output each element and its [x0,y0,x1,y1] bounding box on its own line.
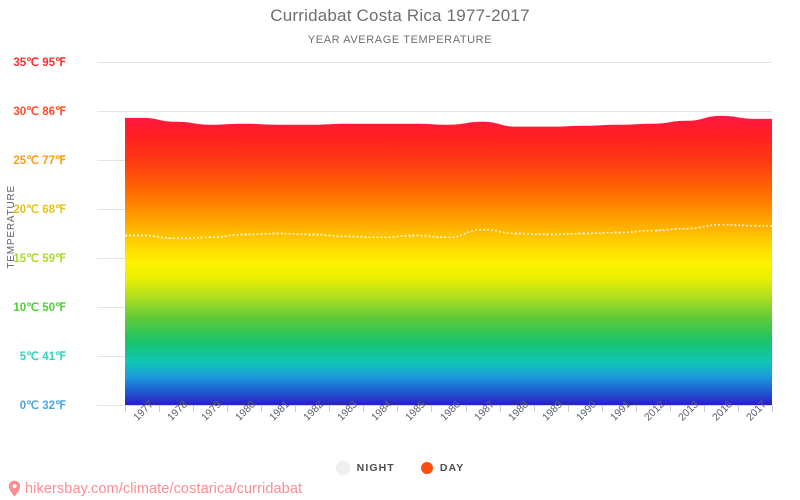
x-axis-tick [397,405,399,412]
plot-area: 35℃ 95℉ 30℃ 86℉ 25℃ 77℉ 20℃ 68℉ 15℃ 59℉ 10℃ 5… [13,57,772,412]
x-axis-tick [635,405,637,412]
grid-line [97,62,772,63]
x-axis-tick [703,405,705,412]
y-axis-tick-label: 0℃ 32℉ [19,400,66,412]
y-axis-tick-label: 25℃ 77℉ [13,155,66,167]
legend-label: DAY [439,462,465,474]
y-axis-tick-label: 15℃ 59℉ [13,253,66,265]
x-axis-tick [567,405,569,412]
chart-legend: NIGHT DAY [0,461,800,475]
temperature-area-chart [125,115,772,405]
legend-swatch-icon [335,461,350,475]
y-axis-tick-label: 20℃ 68℉ [13,204,66,216]
y-axis-tick-label: 10℃ 50℉ [13,302,66,314]
grid-line [97,111,772,112]
x-axis-tick [431,405,433,412]
day-temperature-area [125,115,772,405]
y-axis-tick-label: 5℃ 41℉ [19,351,66,363]
x-axis-tick [669,405,671,412]
x-axis-tick [499,405,501,412]
x-axis-tick [227,405,229,412]
x-axis-tick [329,405,331,412]
x-axis-tick [125,405,126,412]
x-axis-tick [601,405,603,412]
x-axis-tick [159,405,161,412]
footer-watermark[interactable]: hikersbay.com/climate/costarica/curridab… [8,480,302,497]
y-axis-tick-label: 35℃ 95℉ [13,57,66,69]
legend-swatch-icon [420,462,433,474]
x-axis-tick [193,405,195,412]
night-temperature-line [125,223,772,240]
map-pin-icon [8,480,21,497]
x-axis-tick [533,405,535,412]
x-axis-tick [295,405,297,412]
x-axis-tick [772,405,773,412]
legend-label: NIGHT [356,462,395,474]
x-axis-tick [261,405,263,412]
legend-item-night[interactable]: NIGHT [335,461,395,475]
x-axis-tick [737,405,739,412]
chart-subtitle: YEAR AVERAGE TEMPERATURE [307,34,493,46]
x-axis: 1977 1978 1979 1980 1981 1982 1983 1984 1985 1986… [125,398,773,423]
x-axis-tick [465,405,467,412]
footer-url: hikersbay.com/climate/costarica/curridab… [25,480,303,497]
page-title: Curridabat Costa Rica 1977-2017 [270,6,530,25]
x-axis-tick [363,405,365,412]
y-axis-tick-label: 30℃ 86℉ [13,106,66,118]
legend-item-day[interactable]: DAY [420,462,465,474]
